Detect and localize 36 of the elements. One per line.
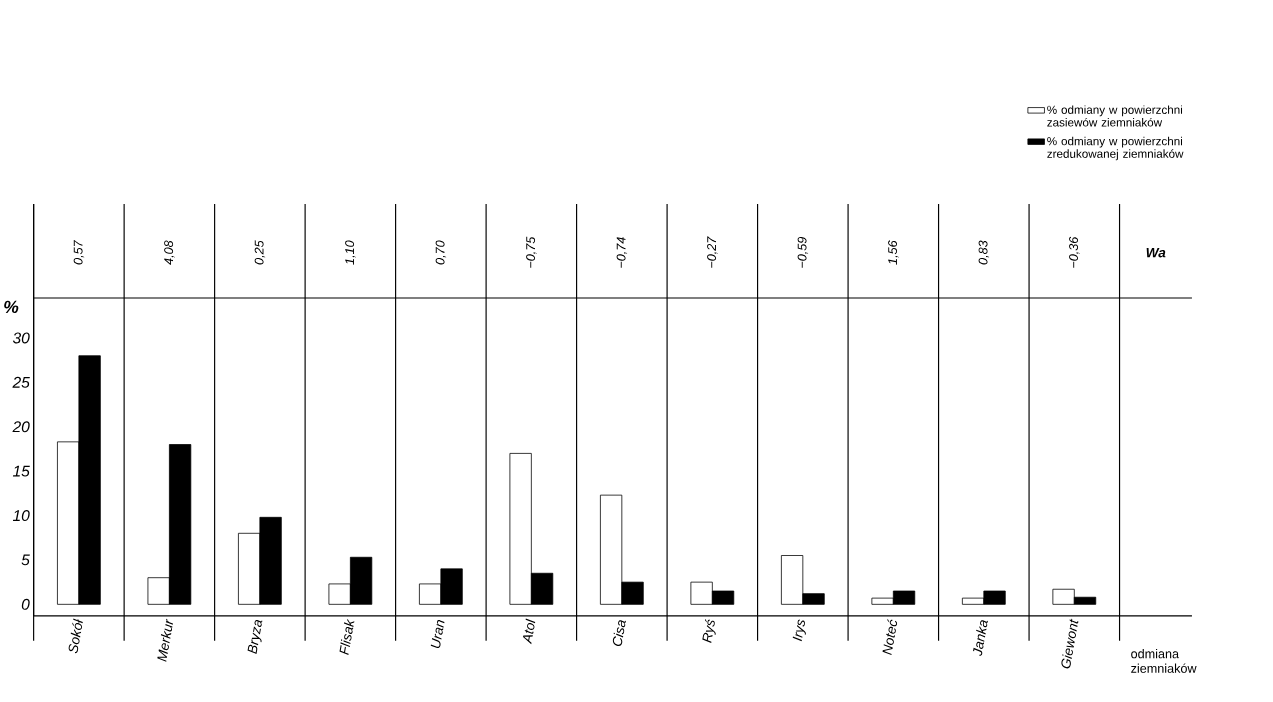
y-tick-label: 10 — [12, 510, 30, 522]
y-tick-label: 5 — [21, 554, 30, 566]
x-tick-label: Bryza — [247, 619, 263, 655]
annotation: −0,59 — [797, 236, 809, 268]
legend-label: % odmiany w powierzchni zredukowanej ziemniaków — [1047, 136, 1184, 161]
y-tick-label: 15 — [12, 465, 30, 477]
annotation: 1,10 — [345, 240, 356, 265]
y-tick-label: 20 — [12, 421, 30, 433]
annotation: −0,75 — [526, 236, 537, 268]
x-tick-label: Giewont — [1061, 618, 1079, 669]
annotation: −0,36 — [1069, 236, 1080, 268]
x-tick-label: Cisa — [612, 620, 626, 646]
x-tick-label: Sokół — [68, 618, 83, 654]
x-tick-label: Flisak — [339, 618, 355, 656]
y-tick-label: 0 — [21, 598, 30, 610]
annotation: 1,56 — [888, 240, 899, 265]
annotation: Wa — [1146, 247, 1166, 258]
y-tick-label: 30 — [12, 332, 30, 344]
y-axis-title: % — [4, 300, 19, 314]
annotation: −0,27 — [707, 236, 718, 268]
annotation: 4,08 — [164, 240, 175, 265]
x-tick-label: Ryś — [702, 618, 716, 643]
x-tick-label: Atol — [523, 618, 536, 645]
annotation: 0,83 — [978, 240, 990, 265]
annotation: −0,74 — [616, 237, 628, 268]
x-tick-label: Merkur — [157, 618, 173, 662]
y-tick-label: 25 — [12, 376, 30, 388]
x-axis-title: odmiana ziemniaków — [1131, 648, 1197, 673]
x-tick-label: Noteć — [882, 618, 898, 656]
annotation: 0,25 — [254, 240, 266, 265]
x-tick-label: Irys — [792, 619, 806, 642]
x-tick-label: Janka — [973, 620, 988, 656]
legend-label: % odmiany w powierzchni zasiewów ziemniaków — [1047, 105, 1183, 127]
annotation: 0,57 — [73, 239, 85, 265]
x-tick-label: Uran — [430, 620, 445, 649]
annotation: 0,70 — [435, 240, 447, 265]
